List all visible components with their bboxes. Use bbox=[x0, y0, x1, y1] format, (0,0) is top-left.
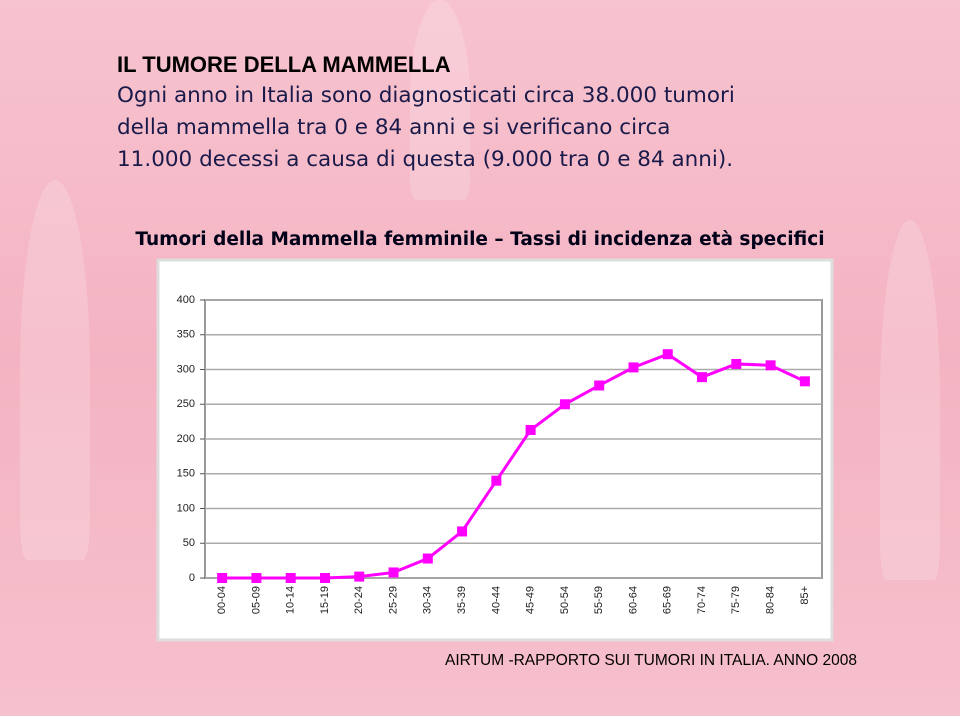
body-line: della mammella tra 0 e 84 anni e si veri… bbox=[117, 115, 671, 140]
footer: AIRTUM -RAPPORTO SUI TUMORI IN ITALIA. A… bbox=[445, 652, 857, 669]
slide-title: IL TUMORE DELLA MAMMELLA bbox=[117, 52, 451, 77]
x-tick-label: 35-39 bbox=[456, 586, 468, 614]
x-tick-label: 50-54 bbox=[559, 586, 571, 614]
marker bbox=[731, 358, 742, 369]
marker bbox=[628, 362, 639, 373]
marker bbox=[354, 571, 365, 582]
marker bbox=[594, 380, 605, 391]
x-tick-label: 05-09 bbox=[250, 586, 262, 614]
x-tick-label: 15-19 bbox=[319, 586, 331, 614]
y-tick-label: 250 bbox=[177, 398, 195, 410]
x-tick-label: 20-24 bbox=[353, 586, 365, 614]
y-tick-label: 200 bbox=[177, 433, 195, 445]
y-tick-label: 100 bbox=[177, 502, 195, 514]
x-tick-label: 55-59 bbox=[593, 586, 605, 614]
x-tick-label: 45-49 bbox=[525, 586, 537, 614]
marker bbox=[559, 399, 570, 410]
x-tick-label: 40-44 bbox=[490, 586, 502, 614]
x-tick-label: 75-79 bbox=[730, 586, 742, 614]
body-line: Ogni anno in Italia sono diagnosticati c… bbox=[117, 83, 735, 108]
marker bbox=[388, 567, 399, 578]
y-tick-label: 0 bbox=[189, 572, 195, 584]
line bbox=[222, 352, 806, 580]
marker bbox=[319, 573, 330, 583]
marker bbox=[491, 475, 502, 486]
marker bbox=[217, 573, 228, 583]
body-line: 11.000 decessi a causa di questa (9.000 … bbox=[117, 147, 734, 172]
marker bbox=[799, 376, 810, 387]
marker bbox=[697, 372, 708, 383]
marker bbox=[765, 360, 776, 371]
x-tick-label: 85+ bbox=[799, 586, 811, 605]
marker bbox=[251, 573, 262, 583]
marker bbox=[457, 526, 468, 537]
x-tick-label: 00-04 bbox=[216, 586, 228, 614]
y-tick-label: 50 bbox=[183, 537, 195, 549]
x-tick-label: 25-29 bbox=[387, 586, 399, 614]
chart-title: Tumori della Mammella femminile – Tassi … bbox=[135, 229, 825, 250]
marker bbox=[662, 349, 673, 360]
x-tick-label: 10-14 bbox=[285, 586, 297, 614]
marker bbox=[422, 553, 433, 564]
x-tick-label: 80-84 bbox=[764, 586, 776, 614]
x-tick-label: 60-64 bbox=[627, 586, 639, 614]
y-tick-label: 400 bbox=[177, 294, 195, 306]
x-tick-label: 65-69 bbox=[662, 586, 674, 614]
y-tick-label: 150 bbox=[177, 468, 195, 480]
y-tick-label: 350 bbox=[177, 329, 195, 341]
x-tick-label: 70-74 bbox=[696, 586, 708, 614]
y-tick-label: 300 bbox=[177, 363, 195, 375]
marker bbox=[285, 573, 296, 583]
marker bbox=[525, 424, 536, 435]
x-tick-label: 30-34 bbox=[422, 586, 434, 614]
